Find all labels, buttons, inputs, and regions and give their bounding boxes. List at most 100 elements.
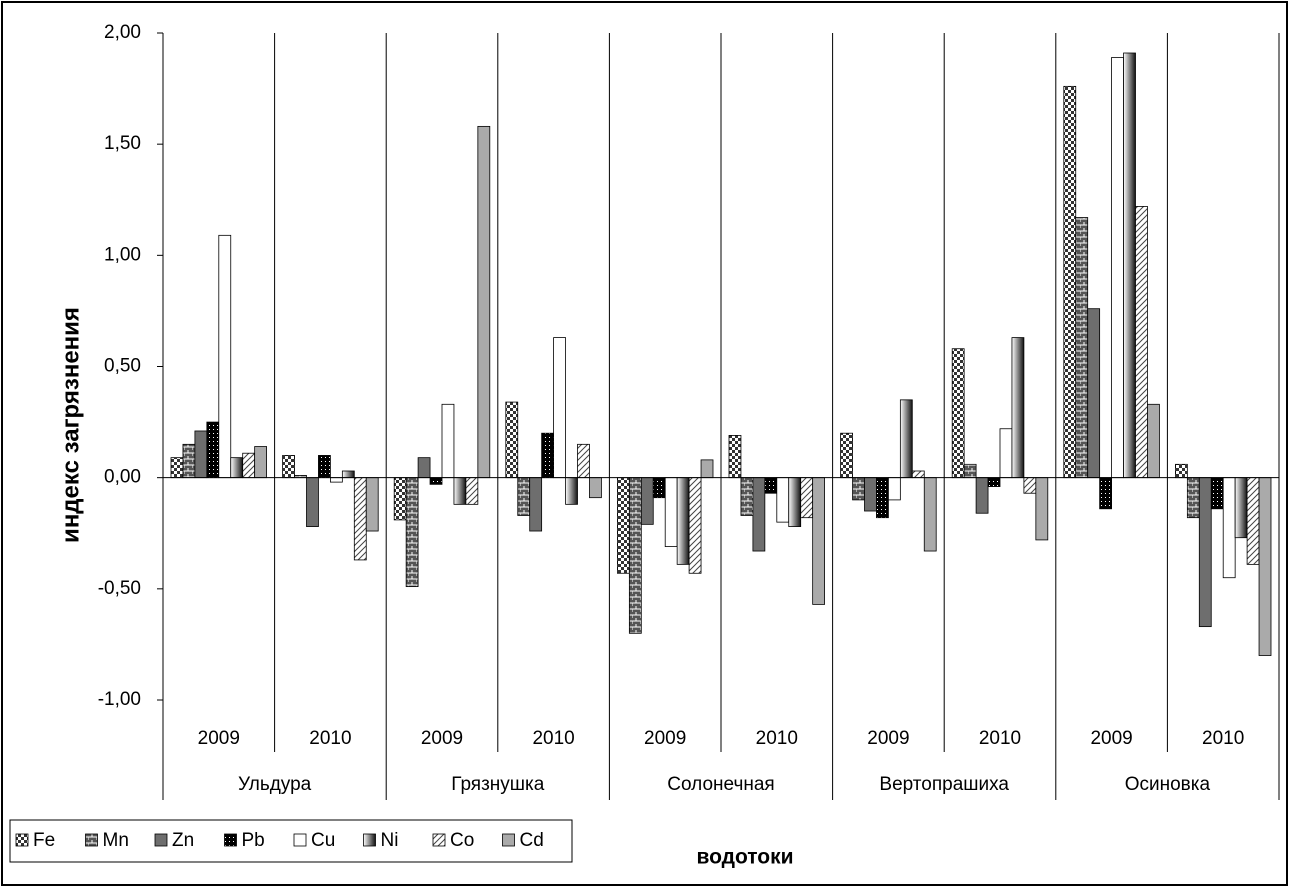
legend-box xyxy=(9,819,573,863)
bar xyxy=(453,477,467,505)
bar xyxy=(341,470,355,479)
y-tick-label: 2,00 xyxy=(104,22,141,43)
bar xyxy=(1023,477,1037,494)
bar xyxy=(1234,477,1248,539)
bar xyxy=(529,477,543,532)
bar xyxy=(1063,85,1077,479)
bar xyxy=(1186,477,1200,519)
bar xyxy=(676,477,690,565)
bar xyxy=(764,477,778,494)
bar xyxy=(329,477,343,483)
bar xyxy=(1011,337,1025,479)
bar xyxy=(194,430,208,479)
legend-label: Cu xyxy=(311,830,335,851)
legend-label: Mn xyxy=(103,830,129,851)
bar xyxy=(1246,477,1260,565)
bar xyxy=(477,125,491,479)
bar xyxy=(282,455,295,479)
y-tick-label: 0,00 xyxy=(104,467,141,488)
bar xyxy=(393,477,407,521)
x-tick-label: 2010 xyxy=(979,728,1021,749)
legend-swatch xyxy=(363,833,376,847)
bar xyxy=(577,443,590,479)
bar xyxy=(640,477,654,525)
x-tick-label: 2009 xyxy=(644,728,686,749)
bar xyxy=(911,470,925,479)
y-tick-label: -0,50 xyxy=(98,578,141,599)
bar xyxy=(1123,52,1136,479)
x-tick-label: 2009 xyxy=(1090,728,1132,749)
bar xyxy=(840,432,853,479)
bar xyxy=(1035,477,1049,541)
bar xyxy=(1210,477,1224,510)
x-axis-title: водотоки xyxy=(696,846,793,869)
legend-label: Cd xyxy=(520,830,544,851)
bar xyxy=(365,477,379,532)
x-tick-label: 2009 xyxy=(198,728,240,749)
x-tick-label: 2010 xyxy=(532,728,574,749)
bar xyxy=(752,477,766,552)
bar xyxy=(776,477,790,523)
bar xyxy=(899,399,913,479)
bar xyxy=(306,477,319,527)
bar xyxy=(517,477,531,516)
bar xyxy=(999,428,1013,479)
bar xyxy=(170,457,184,479)
bar xyxy=(975,477,989,514)
bar xyxy=(700,459,714,479)
legend-swatch xyxy=(502,833,515,847)
legend-swatch xyxy=(85,833,98,847)
bar xyxy=(963,463,977,479)
legend-swatch xyxy=(15,833,29,847)
bar xyxy=(864,477,877,512)
x-tick-label: 2010 xyxy=(1202,728,1244,749)
bar xyxy=(429,477,443,485)
bar xyxy=(788,477,802,527)
bar xyxy=(353,477,367,561)
bar xyxy=(888,477,901,501)
group-label: Солонечная xyxy=(667,774,774,795)
bar xyxy=(951,348,965,479)
bar xyxy=(1135,206,1148,479)
bar xyxy=(318,455,331,479)
group-label: Вертопрашиха xyxy=(879,774,1009,795)
bar xyxy=(1075,217,1089,479)
bar xyxy=(553,337,566,479)
bar xyxy=(218,234,232,479)
legend-swatch xyxy=(293,833,307,847)
bar xyxy=(1099,477,1113,510)
x-tick-label: 2010 xyxy=(309,728,351,749)
bar xyxy=(812,477,826,605)
group-label: Грязнушка xyxy=(451,774,545,795)
bar xyxy=(1175,463,1188,479)
legend-label: Fe xyxy=(33,830,55,851)
bar xyxy=(1087,308,1101,479)
legend-label: Pb xyxy=(242,830,265,851)
x-tick-label: 2009 xyxy=(867,728,909,749)
bar xyxy=(182,443,196,479)
y-tick-label: 0,50 xyxy=(104,356,141,377)
y-tick-label: 1,50 xyxy=(104,133,141,154)
bar xyxy=(565,477,578,505)
bar xyxy=(628,477,642,634)
bar xyxy=(728,435,742,479)
bar xyxy=(206,421,220,479)
legend-swatch xyxy=(154,833,168,847)
group-label: Осиновка xyxy=(1125,774,1211,795)
bar xyxy=(1147,403,1160,479)
legend-label: Zn xyxy=(172,830,194,851)
bar xyxy=(800,477,814,519)
y-tick-label: -1,00 xyxy=(98,689,141,710)
legend-swatch xyxy=(432,833,446,847)
bar xyxy=(664,477,678,547)
bar xyxy=(987,477,1001,487)
bar xyxy=(1222,477,1236,579)
bar xyxy=(441,403,455,479)
bar xyxy=(242,452,256,479)
bar xyxy=(1111,57,1124,479)
legend-label: Ni xyxy=(381,830,399,851)
y-tick-label: 1,00 xyxy=(104,244,141,265)
x-tick-label: 2010 xyxy=(756,728,798,749)
bar xyxy=(688,477,702,574)
